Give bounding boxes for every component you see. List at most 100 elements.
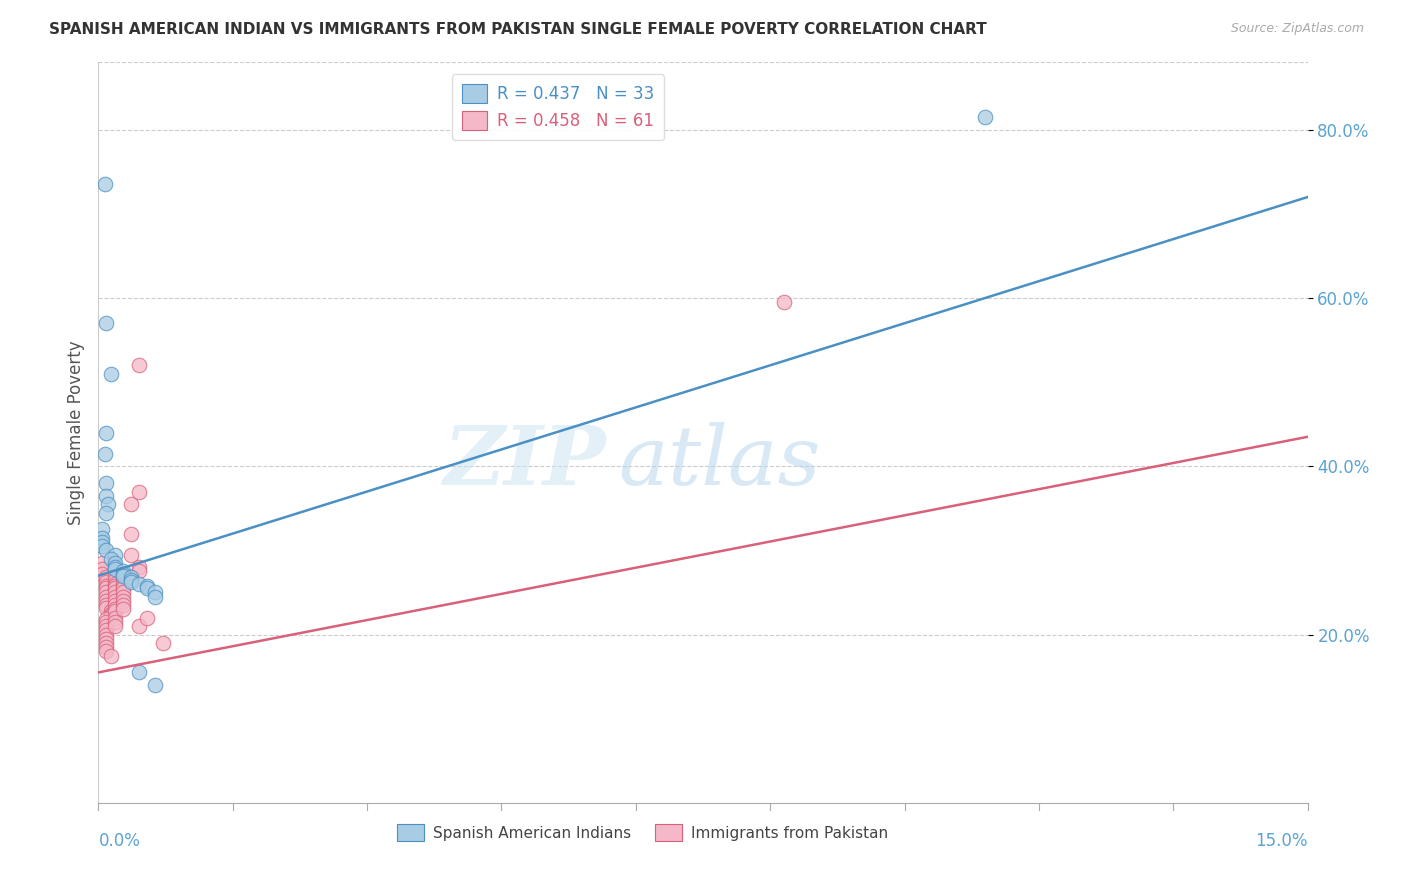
Point <box>103 590 125 604</box>
Point <box>100 604 122 618</box>
Point <box>96 570 118 584</box>
Point <box>103 594 125 608</box>
Point <box>135 581 157 595</box>
Point <box>120 570 142 584</box>
Point <box>97 497 120 511</box>
Point <box>135 579 157 593</box>
Point <box>96 594 118 608</box>
Point <box>100 607 122 621</box>
Point <box>111 579 134 593</box>
Y-axis label: Single Female Poverty: Single Female Poverty <box>66 341 84 524</box>
Point <box>91 531 114 545</box>
Point <box>111 598 134 612</box>
Point <box>91 522 114 536</box>
Point <box>103 562 125 576</box>
Point <box>91 566 114 581</box>
Point <box>96 624 118 638</box>
Point <box>100 609 122 624</box>
Point <box>120 575 142 590</box>
Point <box>128 665 150 680</box>
Point <box>120 570 142 584</box>
Point <box>96 489 118 503</box>
Point <box>96 600 118 615</box>
Point <box>91 539 114 553</box>
Point <box>128 565 150 579</box>
Point <box>772 295 794 310</box>
Point <box>120 573 142 587</box>
Point <box>96 612 118 626</box>
Text: Source: ZipAtlas.com: Source: ZipAtlas.com <box>1230 22 1364 36</box>
Text: ZIP: ZIP <box>444 422 606 502</box>
Point <box>120 497 142 511</box>
Point <box>103 598 125 612</box>
Point <box>96 506 118 520</box>
Text: 15.0%: 15.0% <box>1256 832 1308 850</box>
Point <box>96 619 118 633</box>
Point <box>96 543 118 558</box>
Point <box>128 577 150 591</box>
Point <box>103 619 125 633</box>
Text: SPANISH AMERICAN INDIAN VS IMMIGRANTS FROM PAKISTAN SINGLE FEMALE POVERTY CORREL: SPANISH AMERICAN INDIAN VS IMMIGRANTS FR… <box>49 22 987 37</box>
Point <box>128 484 150 499</box>
Point <box>96 585 118 599</box>
Point <box>103 602 125 616</box>
Point <box>111 570 134 584</box>
Point <box>96 640 118 655</box>
Point <box>103 581 125 595</box>
Point <box>96 644 118 658</box>
Point <box>111 602 134 616</box>
Point <box>974 110 997 124</box>
Point <box>91 556 114 570</box>
Point <box>96 476 118 491</box>
Point <box>111 575 134 590</box>
Text: atlas: atlas <box>619 422 821 502</box>
Point <box>103 560 125 574</box>
Point <box>94 178 117 192</box>
Point <box>100 367 122 381</box>
Point <box>100 648 122 663</box>
Point <box>100 551 122 566</box>
Point <box>111 585 134 599</box>
Point <box>152 636 174 650</box>
Point <box>120 573 142 587</box>
Point <box>111 568 134 582</box>
Point <box>96 636 118 650</box>
Point <box>111 590 134 604</box>
Point <box>128 619 150 633</box>
Point <box>91 535 114 549</box>
Point <box>103 615 125 629</box>
Point <box>135 610 157 624</box>
Point <box>111 565 134 579</box>
Point <box>96 579 118 593</box>
Point <box>103 579 125 593</box>
Point <box>96 575 118 590</box>
Point <box>94 447 117 461</box>
Point <box>96 590 118 604</box>
Point <box>103 604 125 618</box>
Point <box>96 425 118 440</box>
Point <box>120 548 142 562</box>
Point <box>128 359 150 373</box>
Point <box>96 598 118 612</box>
Point <box>103 577 125 591</box>
Point <box>111 566 134 581</box>
Text: 0.0%: 0.0% <box>98 832 141 850</box>
Point <box>103 548 125 562</box>
Point <box>103 568 125 582</box>
Point <box>143 585 166 599</box>
Point <box>96 581 118 595</box>
Point <box>143 590 166 604</box>
Point <box>96 316 118 330</box>
Legend: Spanish American Indians, Immigrants from Pakistan: Spanish American Indians, Immigrants fro… <box>391 818 894 847</box>
Point <box>111 594 134 608</box>
Point <box>143 678 166 692</box>
Point <box>128 560 150 574</box>
Point <box>103 556 125 570</box>
Point <box>111 581 134 595</box>
Point <box>103 585 125 599</box>
Point <box>96 632 118 646</box>
Point <box>96 627 118 641</box>
Point <box>96 615 118 629</box>
Point <box>103 573 125 587</box>
Point <box>103 610 125 624</box>
